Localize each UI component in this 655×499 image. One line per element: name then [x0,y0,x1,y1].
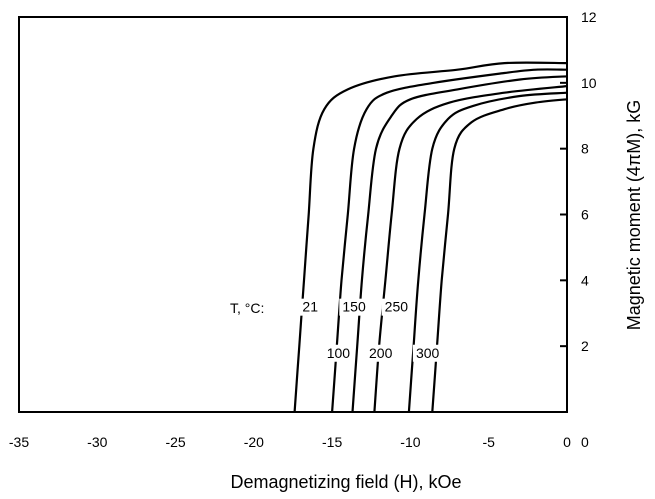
curve-label-300: 300 [416,345,440,361]
curve-200C [373,85,568,413]
y-tick-label: 8 [581,141,589,157]
x-tick-label: -15 [322,434,342,450]
x-tick-label: -10 [400,434,420,450]
curve-label-bg [412,344,443,362]
curve-label-250: 250 [385,299,409,315]
y-tick-label: 12 [581,9,597,25]
y-tick-label: 4 [581,272,589,288]
x-tick-label: -25 [165,434,185,450]
curve-label-bg [339,298,369,316]
y-tick-label-zero: 0 [581,434,589,450]
x-tick-label: 0 [563,434,571,450]
curve-150C [351,75,568,413]
y-axis-ticks: 2 4 6 8 10 12 0 [560,9,597,450]
curve-labels: 21 100 150 200 250 300 [299,298,443,362]
y-axis-title: Magnetic moment (4πM), kG [624,100,644,330]
x-axis-title: Demagnetizing field (H), kOe [230,472,461,492]
curve-300C [431,98,568,413]
x-tick-label: -35 [9,434,29,450]
x-tick-label: -5 [482,434,495,450]
curve-label-bg [299,298,321,316]
curve-label-100: 100 [327,345,351,361]
y-tick-label: 6 [581,207,589,223]
curve-label-21: 21 [302,299,318,315]
curve-label-bg [365,344,396,362]
curve-label-200: 200 [369,345,393,361]
x-axis-ticks: -35 -30 -25 -20 -15 -10 -5 0 [9,434,571,450]
temperature-label: T, °C: [230,300,264,316]
curve-label-bg [323,344,354,362]
curve-250C [407,91,568,413]
curve-label-150: 150 [342,299,366,315]
x-tick-label: -20 [244,434,264,450]
x-tick-label: -30 [87,434,107,450]
y-tick-label: 2 [581,338,589,354]
y-tick-label: 10 [581,75,597,91]
curve-label-bg [381,298,412,316]
